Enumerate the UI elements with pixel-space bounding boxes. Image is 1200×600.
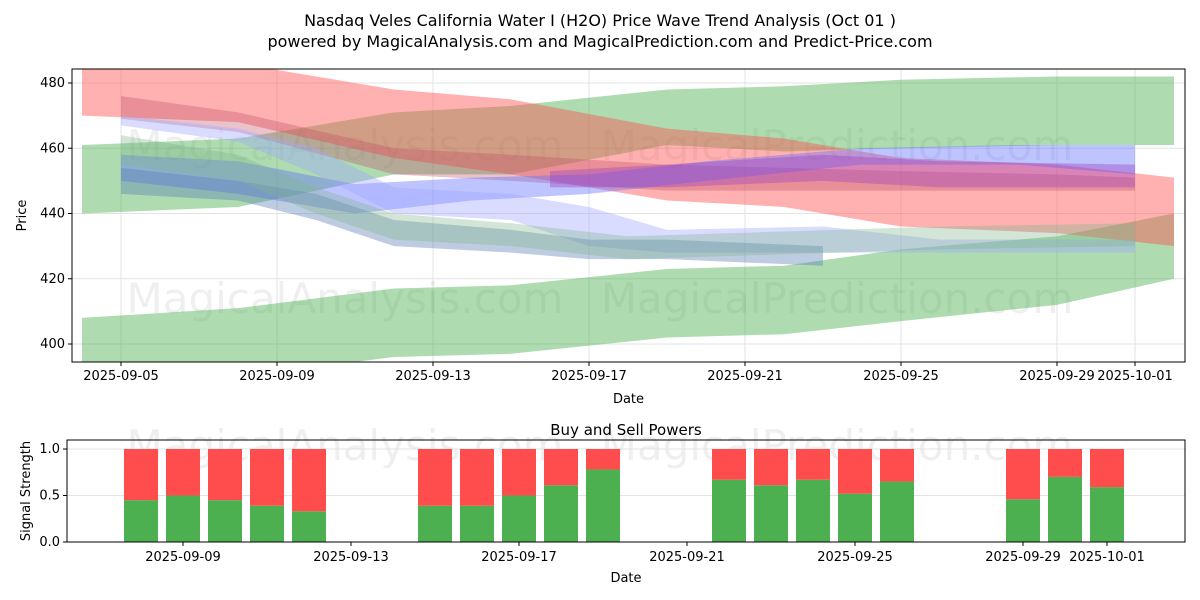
x-tick-label: 2025-09-29 [985,550,1061,565]
buy-bar [880,481,914,542]
x-tick-label: 2025-09-29 [1019,369,1095,384]
sell-bar [754,449,788,486]
band-red-secondary [121,96,1135,191]
x-tick-label: 2025-10-01 [1097,369,1173,384]
plot-frame [71,68,1186,363]
band-green-gray [121,135,1135,260]
x-axis-label: Date [613,392,644,407]
x-axis-label: Date [610,571,641,586]
watermark: MagicalAnalysis.com [127,274,564,323]
sell-bar [880,449,914,482]
sell-bar [418,449,452,506]
buy-bar [418,505,452,542]
price-chart: 400 420 440 460 480 2025-09-05 2025-09-09 2025-… [15,68,1186,407]
watermark: MagicalPrediction.com [601,121,1074,170]
buy-bar [796,479,830,542]
buy-bar [586,469,620,542]
sell-bar [544,449,578,486]
chart-title: Nasdaq Veles California Water I (H2O) Pr… [304,11,896,30]
x-tick-label: 2025-09-13 [313,550,389,565]
buy-bar [754,485,788,542]
sell-bar [1006,449,1040,500]
band-blue-1 [121,144,1135,214]
sell-bar [712,449,746,480]
buy-bar [250,505,284,542]
band-blue-2 [121,115,1135,253]
buy-bar [544,485,578,542]
sell-bar [1090,449,1124,488]
buy-bar [838,493,872,542]
band-green-lower [82,213,1174,362]
buy-bar [166,495,200,542]
x-tick-label: 2025-09-21 [649,550,725,565]
band-red-main [82,69,1174,247]
chart-subtitle: powered by MagicalAnalysis.com and Magic… [267,32,932,51]
sell-bar [502,449,536,496]
buy-bar [460,505,494,542]
band-steel-blue [121,167,823,266]
band-purple [550,154,1135,188]
sell-bar [796,449,830,480]
x-tick-label: 2025-09-09 [145,550,221,565]
y-tick-label: 420 [40,272,65,287]
buy-bar [712,479,746,542]
x-tick-label: 2025-09-09 [239,369,315,384]
x-tick-label: 2025-09-25 [863,369,939,384]
sell-bar [124,449,158,501]
sell-bar [838,449,872,494]
x-tick-label: 2025-09-25 [817,550,893,565]
x-tick-label: 2025-10-01 [1069,550,1145,565]
y-tick-label: 0.0 [39,535,60,550]
buy-bar [208,500,242,542]
bands [82,69,1174,362]
watermark: MagicalAnalysis.com [127,121,564,170]
watermark: MagicalPrediction.com [601,274,1074,323]
buy-bar [1048,476,1082,542]
sell-bar [166,449,200,496]
y-tick-label: 440 [40,207,65,222]
sell-bar [1048,449,1082,477]
watermark-group: MagicalAnalysis.com MagicalPrediction.com… [127,121,1074,323]
sell-bar [292,449,326,512]
y-tick-label: 460 [40,141,65,156]
x-tick-label: 2025-09-13 [395,369,471,384]
sell-bar [460,449,494,506]
y-tick-label: 400 [40,337,65,352]
y-tick-label: 1.0 [39,442,60,457]
buy-bar [502,495,536,542]
x-tick-label: 2025-09-17 [481,550,557,565]
watermark: MagicalPrediction.com [601,421,1074,470]
y-tick-label: 480 [40,76,65,91]
x-tick-label: 2025-09-17 [551,369,627,384]
plot-frame [66,439,1186,543]
y-axis-label: Price [15,200,30,232]
sell-bar [250,449,284,506]
y-axis-label: Signal Strength [19,441,34,541]
buy-bar [292,511,326,542]
buy-bar [124,500,158,542]
sell-bar [586,449,620,470]
x-tick-label: 2025-09-21 [707,369,783,384]
subchart-title: Buy and Sell Powers [550,421,702,439]
x-tick-label: 2025-09-05 [83,369,159,384]
y-tick-label: 0.5 [39,489,60,504]
buy-bar [1006,499,1040,542]
sell-bar [208,449,242,501]
band-green-upper [82,76,1174,214]
buy-bar [1090,487,1124,542]
